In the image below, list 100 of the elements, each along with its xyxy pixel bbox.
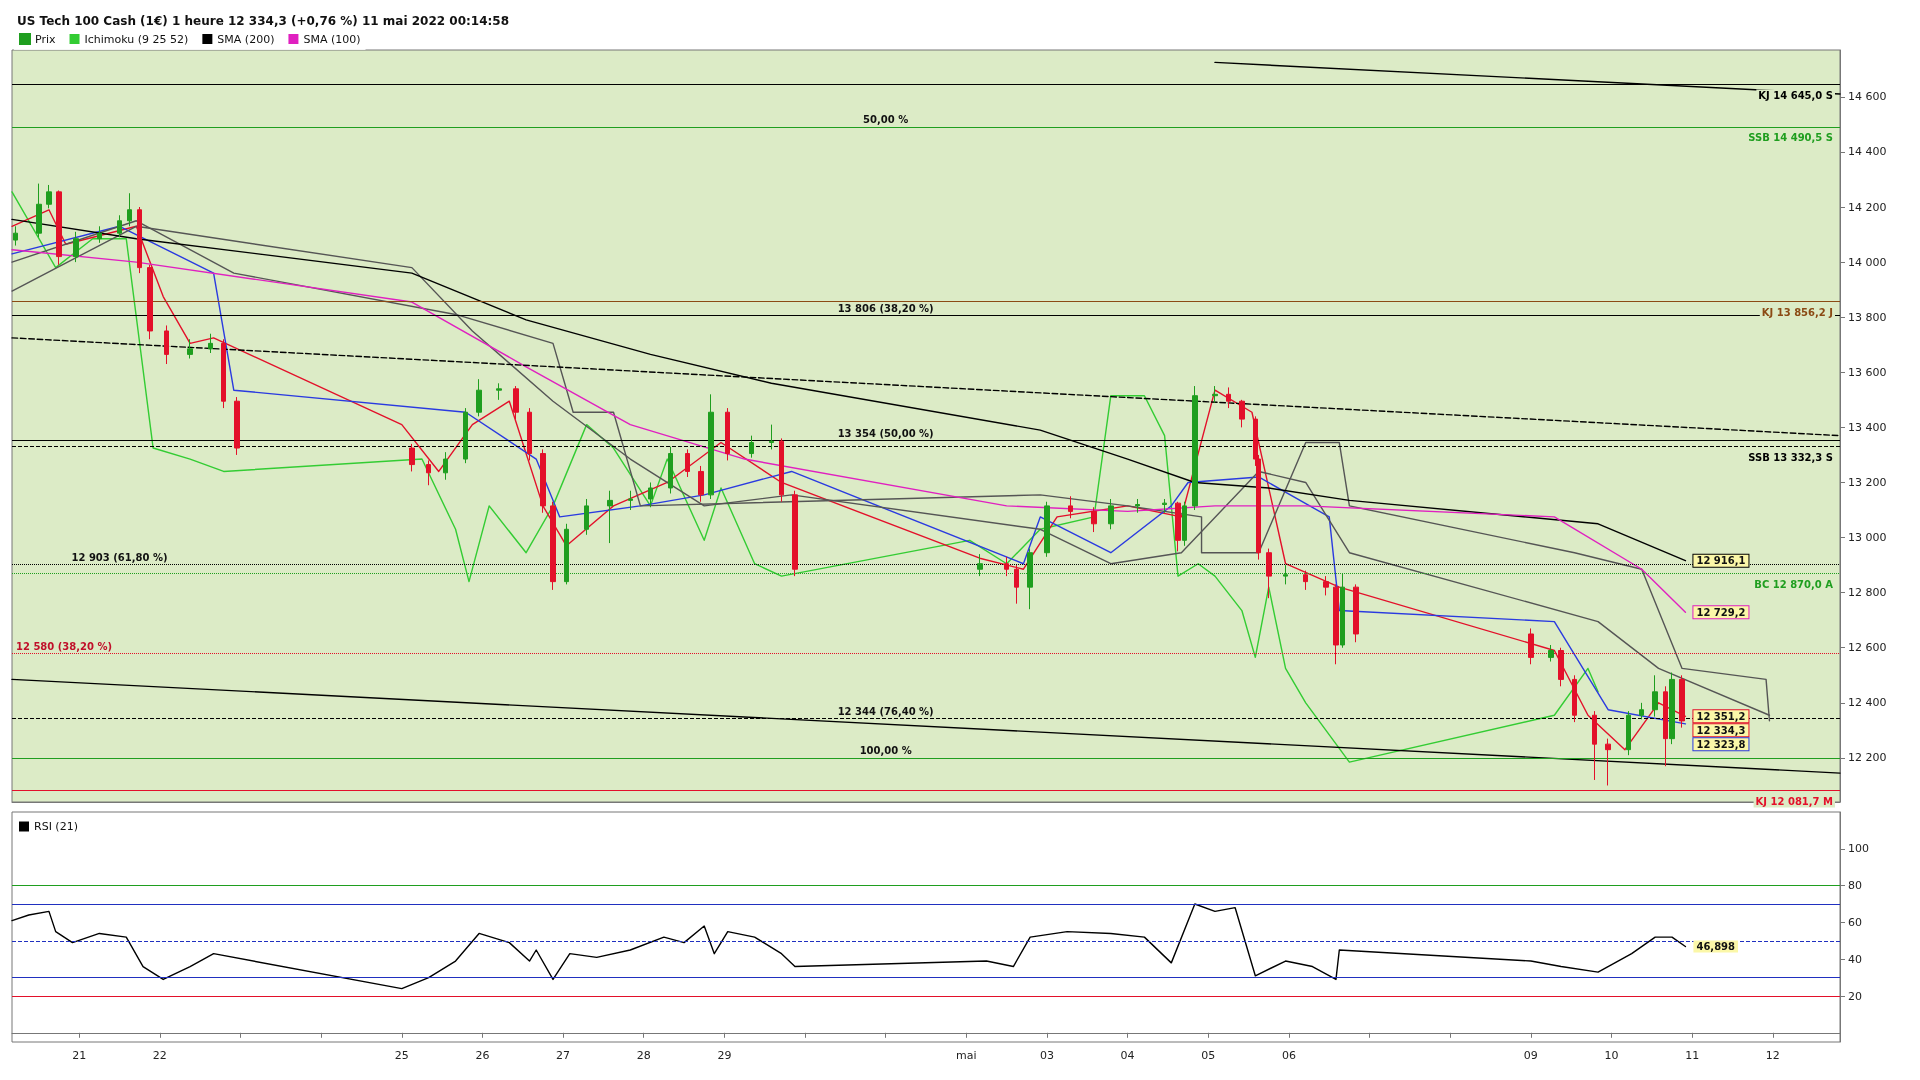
y-tick-label: 13 800 [1848, 310, 1887, 324]
x-tick-label: 22 [152, 1049, 167, 1062]
data-label: 12 351,2 [1696, 710, 1746, 722]
ref-line-label: SSB 14 490,5 S [1748, 132, 1833, 144]
chart-title: US Tech 100 Cash (1€) 1 heure 12 334,3 (+0,76 %) 11 mai 2022 00:14:58 [17, 14, 510, 28]
y-tick-label: 12 800 [1848, 586, 1887, 600]
candlestick [648, 481, 653, 508]
candlestick [685, 448, 690, 478]
legend-label: Prix [35, 32, 57, 46]
candlestick [668, 446, 673, 494]
line-series [11, 249, 1687, 613]
candlestick [1091, 506, 1097, 533]
candlestick [1004, 556, 1009, 577]
y-tick-label: 13 000 [1848, 531, 1887, 545]
candlestick [187, 338, 193, 360]
ref-line-label: BC 12 870,0 A [1754, 578, 1834, 590]
candlestick [513, 385, 519, 420]
candlestick [147, 264, 153, 340]
candlestick [36, 183, 42, 238]
candlestick [463, 407, 468, 464]
ref-line-label: KJ 14 645,0 S [1758, 89, 1833, 101]
y-tick-label: 12 200 [1848, 751, 1887, 765]
x-tick-label: mai [956, 1049, 977, 1062]
candlestick [496, 382, 502, 401]
candlestick [527, 407, 532, 461]
candlestick [234, 396, 240, 456]
x-tick-label: 25 [394, 1049, 409, 1062]
x-tick-label: 03 [1039, 1049, 1054, 1062]
candlestick [221, 338, 226, 409]
candlestick [550, 501, 556, 591]
candlestick [1266, 548, 1272, 599]
ref-line-label: SSB 13 332,3 S [1748, 451, 1833, 463]
data-label: 12 323,8 [1696, 738, 1746, 750]
y-tick-label: 14 000 [1848, 255, 1887, 269]
candlestick [1044, 501, 1050, 558]
x-tick-label: 12 [1765, 1049, 1780, 1062]
annotation: 12 903 (61,80 %) [71, 551, 168, 563]
candlestick [1226, 386, 1231, 409]
candlestick [1303, 570, 1308, 591]
annotation: 13 806 (38,20 %) [837, 303, 934, 315]
candlestick [1192, 385, 1198, 511]
y-tick-label: 20 [1848, 989, 1862, 1003]
candlestick [779, 437, 784, 503]
candlestick [1108, 498, 1114, 530]
candlestick [164, 324, 169, 365]
annotation: 46,898 [1696, 941, 1736, 953]
ref-line-label: KJ 13 856,2 J [1761, 307, 1833, 319]
candlestick [443, 451, 448, 481]
annotation: 100,00 % [859, 745, 912, 757]
candlestick [1162, 498, 1167, 514]
candlestick [409, 443, 415, 472]
text: 12 334,3 [1696, 724, 1746, 736]
x-tick-label: 21 [72, 1049, 87, 1062]
data-label: 12 916,1 [1696, 555, 1746, 567]
annotation: 50,00 % [863, 114, 909, 126]
line-series [11, 903, 1687, 990]
candlestick [749, 435, 754, 459]
candlestick [208, 333, 213, 354]
candlestick [13, 225, 18, 247]
y-tick-label: 13 200 [1848, 475, 1887, 489]
legend-label: SMA (200) [217, 32, 275, 46]
y-tick-label: 12 400 [1848, 696, 1887, 710]
candlestick [1652, 674, 1658, 718]
legend-label: SMA (100) [303, 32, 361, 46]
candlestick [1239, 399, 1245, 428]
x-tick-label: 26 [475, 1049, 490, 1062]
annotation: 12 580 (38,20 %) [16, 640, 113, 652]
annotation: 12 344 (76,40 %) [837, 705, 934, 717]
candlestick [1353, 583, 1359, 643]
y-tick-label: 13 400 [1848, 420, 1887, 434]
x-tick-label: 06 [1281, 1049, 1296, 1062]
x-tick-label: 04 [1120, 1049, 1135, 1062]
candlestick [1605, 738, 1611, 786]
candlestick [1626, 710, 1631, 756]
candlestick [708, 393, 714, 500]
y-tick-label: 80 [1848, 879, 1862, 893]
y-tick-label: 14 400 [1848, 145, 1887, 159]
x-tick-label: 10 [1604, 1049, 1619, 1062]
candlestick [46, 184, 52, 209]
candlestick [117, 214, 122, 238]
y-tick-label: 40 [1848, 952, 1862, 966]
candlestick [1135, 498, 1140, 514]
y-tick-label: 12 600 [1848, 641, 1887, 655]
candlestick [607, 490, 613, 544]
candlestick [1175, 501, 1181, 552]
candlestick [127, 192, 132, 227]
candlestick [1548, 644, 1554, 663]
y-tick-label: 60 [1848, 915, 1862, 929]
candlestick [628, 490, 633, 511]
candlestick [73, 231, 79, 263]
candlestick [1572, 674, 1577, 723]
candlestick [1014, 564, 1019, 605]
x-tick-label: 05 [1201, 1049, 1216, 1062]
candlestick [426, 459, 431, 486]
x-tick-label: 29 [717, 1049, 732, 1062]
y-tick-label: 13 600 [1848, 365, 1887, 379]
x-tick-label: 11 [1685, 1049, 1700, 1062]
candlestick [1068, 495, 1073, 519]
candlestick [97, 225, 102, 244]
data-label: 12 729,2 [1696, 606, 1746, 618]
